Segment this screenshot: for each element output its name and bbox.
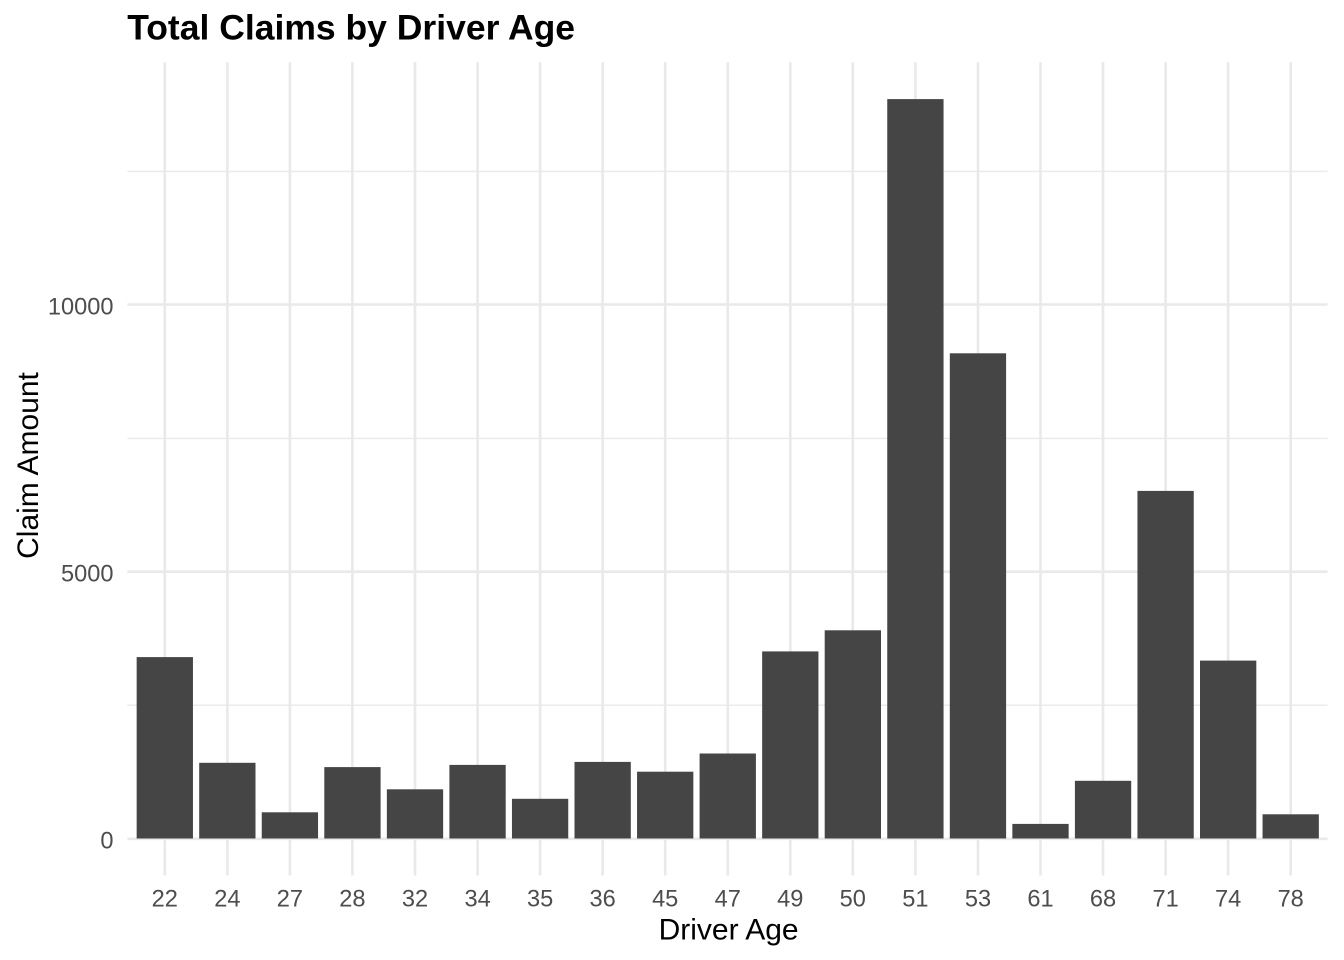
svg-text:Driver Age: Driver Age <box>659 914 799 947</box>
svg-text:5000: 5000 <box>61 562 114 588</box>
svg-text:50: 50 <box>840 887 866 913</box>
svg-text:61: 61 <box>1027 887 1053 913</box>
svg-text:47: 47 <box>715 887 741 913</box>
svg-text:22: 22 <box>152 887 178 913</box>
svg-text:49: 49 <box>777 887 803 913</box>
svg-text:68: 68 <box>1090 887 1116 913</box>
svg-text:34: 34 <box>464 887 490 913</box>
svg-text:35: 35 <box>527 887 553 913</box>
svg-text:78: 78 <box>1278 887 1304 913</box>
svg-text:45: 45 <box>652 887 678 913</box>
svg-text:10000: 10000 <box>48 294 114 320</box>
svg-text:28: 28 <box>339 887 365 913</box>
svg-text:71: 71 <box>1152 887 1178 913</box>
svg-text:0: 0 <box>100 829 113 855</box>
svg-text:Claim Amount: Claim Amount <box>12 371 45 558</box>
svg-text:24: 24 <box>214 887 240 913</box>
svg-text:32: 32 <box>402 887 428 913</box>
svg-text:36: 36 <box>589 887 615 913</box>
svg-text:27: 27 <box>277 887 303 913</box>
svg-text:51: 51 <box>902 887 928 913</box>
svg-text:74: 74 <box>1215 887 1241 913</box>
svg-text:Total Claims by Driver Age: Total Claims by Driver Age <box>127 7 575 47</box>
svg-text:53: 53 <box>965 887 991 913</box>
